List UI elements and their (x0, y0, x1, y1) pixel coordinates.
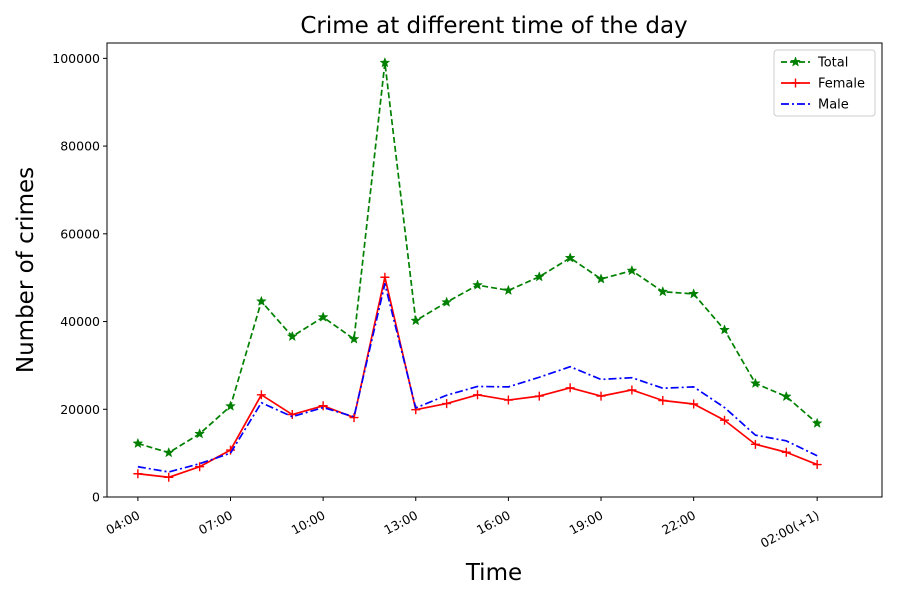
data-point-female (565, 383, 575, 393)
data-point-female (318, 401, 328, 411)
data-point-total (811, 417, 823, 428)
plot-area (132, 57, 823, 482)
data-point-total (194, 428, 206, 439)
data-point-total (255, 295, 267, 306)
data-point-total (441, 296, 453, 307)
data-point-female (750, 439, 760, 449)
y-tick-label: 0 (92, 490, 100, 505)
x-axis-label: Time (465, 560, 522, 586)
data-point-total (502, 284, 514, 296)
series-line-male (137, 282, 818, 473)
legend-label-total: Total (817, 56, 848, 71)
data-point-total (564, 252, 576, 263)
legend-marker-female (791, 78, 800, 88)
data-point-female (689, 399, 699, 409)
data-point-total (719, 324, 730, 335)
y-tick-label: 60000 (60, 226, 100, 241)
data-point-female (380, 272, 390, 282)
y-axis-ticks: 0 20000 40000 60000 80000 100000 (52, 51, 107, 505)
data-point-total (595, 273, 607, 284)
data-point-female (442, 399, 452, 409)
data-point-total (163, 446, 175, 458)
y-tick-label: 40000 (60, 314, 100, 329)
data-point-female (812, 460, 822, 470)
data-point-female (164, 472, 174, 482)
data-point-female (349, 413, 359, 423)
data-point-total (286, 330, 298, 342)
data-point-total (472, 279, 483, 290)
data-point-female (256, 390, 266, 400)
data-point-total (348, 333, 360, 344)
y-axis-label: Number of crimes (13, 167, 39, 373)
data-point-total (533, 271, 545, 282)
legend-box (773, 49, 876, 117)
legend: Total Female Male (773, 49, 876, 117)
data-point-female (195, 462, 205, 472)
data-point-female (720, 415, 730, 425)
data-point-female (534, 391, 544, 401)
y-tick-label: 20000 (60, 402, 100, 417)
plot-frame (106, 42, 883, 498)
y-tick-label: 80000 (60, 139, 100, 154)
data-point-total (132, 437, 144, 449)
data-point-female (781, 447, 791, 457)
data-point-female (503, 395, 513, 405)
chart-title: Crime at different time of the day (300, 13, 687, 39)
data-point-female (473, 390, 483, 400)
data-point-total (657, 285, 669, 297)
data-point-total (626, 264, 638, 276)
data-point-total (688, 288, 700, 299)
data-point-female (627, 385, 637, 395)
data-point-total (749, 377, 761, 389)
data-point-female (596, 391, 606, 401)
data-point-female (133, 469, 143, 479)
data-point-total (317, 311, 329, 322)
legend-label-male: Male (818, 98, 849, 113)
legend-marker-total (790, 56, 801, 67)
data-point-female (658, 395, 668, 405)
y-tick-label: 100000 (52, 51, 100, 66)
data-point-female (226, 445, 236, 455)
data-point-total (780, 390, 792, 402)
data-point-total (225, 400, 236, 411)
data-point-total (410, 314, 422, 326)
data-point-total (379, 57, 391, 68)
legend-label-female: Female (818, 77, 865, 92)
